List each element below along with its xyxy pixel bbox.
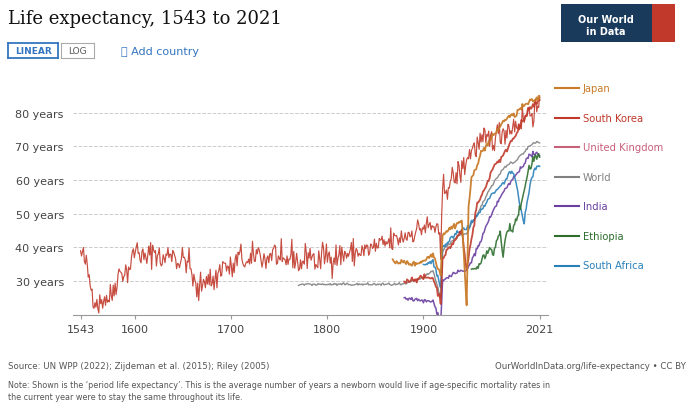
- Text: Source: UN WPP (2022); Zijdeman et al. (2015); Riley (2005): Source: UN WPP (2022); Zijdeman et al. (…: [8, 361, 270, 370]
- Text: ➕ Add country: ➕ Add country: [121, 47, 199, 56]
- Text: OurWorldInData.org/life-expectancy • CC BY: OurWorldInData.org/life-expectancy • CC …: [495, 361, 686, 370]
- Text: India: India: [583, 202, 607, 212]
- Text: World: World: [583, 173, 611, 182]
- Text: in Data: in Data: [586, 27, 626, 37]
- Text: LINEAR: LINEAR: [15, 47, 51, 56]
- Text: Life expectancy, 1543 to 2021: Life expectancy, 1543 to 2021: [8, 10, 282, 28]
- Text: United Kingdom: United Kingdom: [583, 143, 663, 153]
- Text: Our World: Our World: [578, 15, 634, 25]
- Text: Ethiopia: Ethiopia: [583, 231, 624, 241]
- Text: LOG: LOG: [69, 47, 87, 56]
- Text: Note: Shown is the ‘period life expectancy’. This is the average number of years: Note: Shown is the ‘period life expectan…: [8, 380, 550, 401]
- Text: South Korea: South Korea: [583, 114, 643, 124]
- Text: South Africa: South Africa: [583, 261, 644, 271]
- Text: Japan: Japan: [583, 84, 611, 94]
